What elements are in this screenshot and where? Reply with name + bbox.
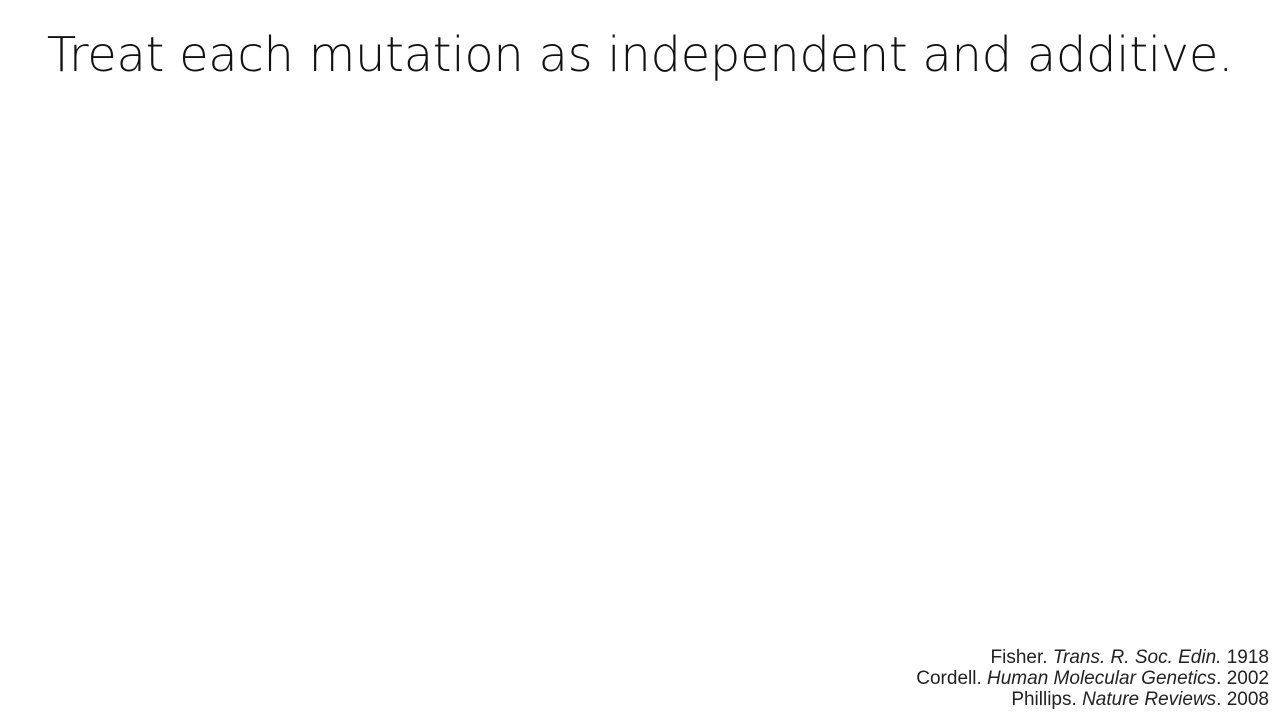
reference-journal: Human Molecular Genetics [987,668,1217,689]
reference-item: Fisher. Trans. R. Soc. Edin. 1918 [916,647,1269,668]
reference-item: Phillips. Nature Reviews. 2008 [916,689,1269,710]
reference-journal: Nature Reviews [1082,689,1217,710]
reference-year: . 2002 [1216,668,1269,689]
reference-journal: Trans. R. Soc. Edin. [1052,647,1222,668]
reference-author: Fisher. [990,647,1053,668]
reference-year: . 2008 [1216,689,1269,710]
reference-item: Cordell. Human Molecular Genetics. 2002 [916,668,1269,689]
reference-list: Fisher. Trans. R. Soc. Edin. 1918 Cordel… [916,647,1269,710]
reference-author: Phillips. [1011,689,1083,710]
reference-author: Cordell. [916,668,988,689]
slide-title: Treat each mutation as independent and a… [46,27,1234,83]
reference-year: 1918 [1221,647,1269,668]
